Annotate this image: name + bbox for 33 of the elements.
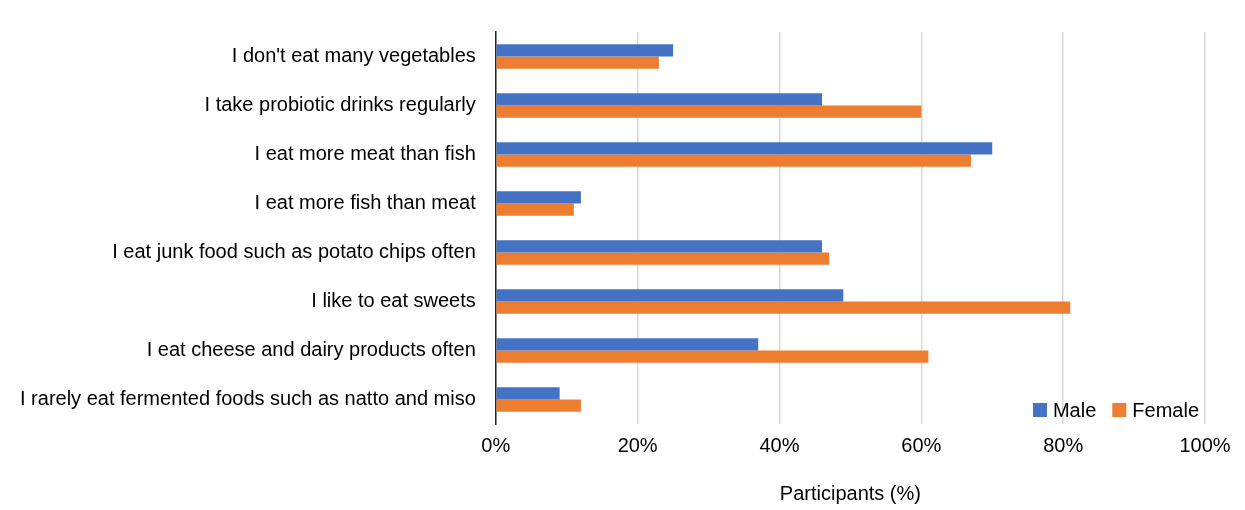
- bar: [496, 93, 823, 106]
- legend-label: Male: [1052, 398, 1097, 421]
- bar: [496, 56, 659, 69]
- bar: [496, 240, 823, 253]
- x-axis-title: Participants (%): [779, 481, 921, 504]
- bar: [496, 203, 574, 216]
- bar: [496, 387, 560, 400]
- bar: [496, 289, 844, 302]
- y-tick-label: I eat cheese and dairy products often: [146, 338, 476, 361]
- x-tick-label: 20%: [617, 433, 658, 456]
- x-tick-label: 40%: [759, 433, 800, 456]
- bar: [496, 105, 922, 118]
- bar: [496, 142, 993, 155]
- bar: [496, 399, 581, 412]
- x-tick-label: 60%: [901, 433, 942, 456]
- bar: [496, 338, 759, 351]
- y-tick-label: I eat junk food such as potato chips often: [112, 240, 476, 263]
- bar: [496, 350, 929, 363]
- bar: [496, 191, 581, 204]
- y-tick-label: I like to eat sweets: [311, 289, 476, 312]
- x-tick-label: 100%: [1179, 433, 1231, 456]
- x-tick-label: 0%: [481, 433, 511, 456]
- y-tick-label: I eat more meat than fish: [254, 142, 476, 165]
- y-tick-label: I eat more fish than meat: [254, 191, 477, 214]
- bar: [496, 154, 971, 167]
- legend-label: Female: [1132, 398, 1200, 421]
- y-tick-label: I rarely eat fermented foods such as natto and miso: [19, 387, 476, 410]
- y-tick-label: I take probiotic drinks regularly: [204, 93, 476, 116]
- x-tick-label: 80%: [1043, 433, 1084, 456]
- bar: [496, 252, 830, 265]
- y-tick-label: I don't eat many vegetables: [231, 44, 476, 67]
- bar: [496, 44, 674, 57]
- bar: [496, 301, 1071, 314]
